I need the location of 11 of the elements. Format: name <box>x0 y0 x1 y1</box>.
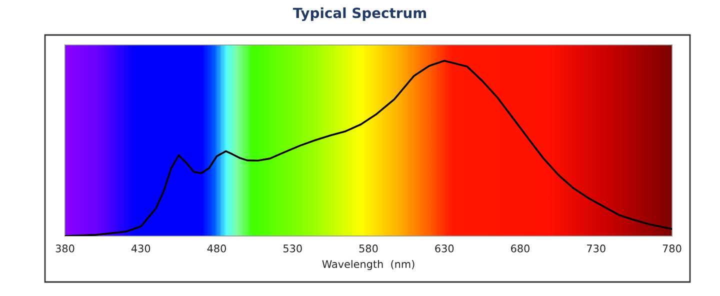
chart-title: Typical Spectrum <box>292 7 426 21</box>
x-tick-label: 480 <box>207 244 226 252</box>
x-tick-label: 380 <box>56 244 74 252</box>
x-tick-label: 530 <box>283 244 302 252</box>
x-axis-title: Wavelength (nm) <box>322 260 414 270</box>
x-tick-label: 680 <box>511 244 530 252</box>
x-tick-label: 780 <box>662 244 682 252</box>
x-tick-label: 630 <box>435 244 454 252</box>
x-tick-label: 730 <box>587 244 606 252</box>
x-tick-label: 580 <box>359 244 378 252</box>
x-tick-label: 430 <box>131 244 150 252</box>
